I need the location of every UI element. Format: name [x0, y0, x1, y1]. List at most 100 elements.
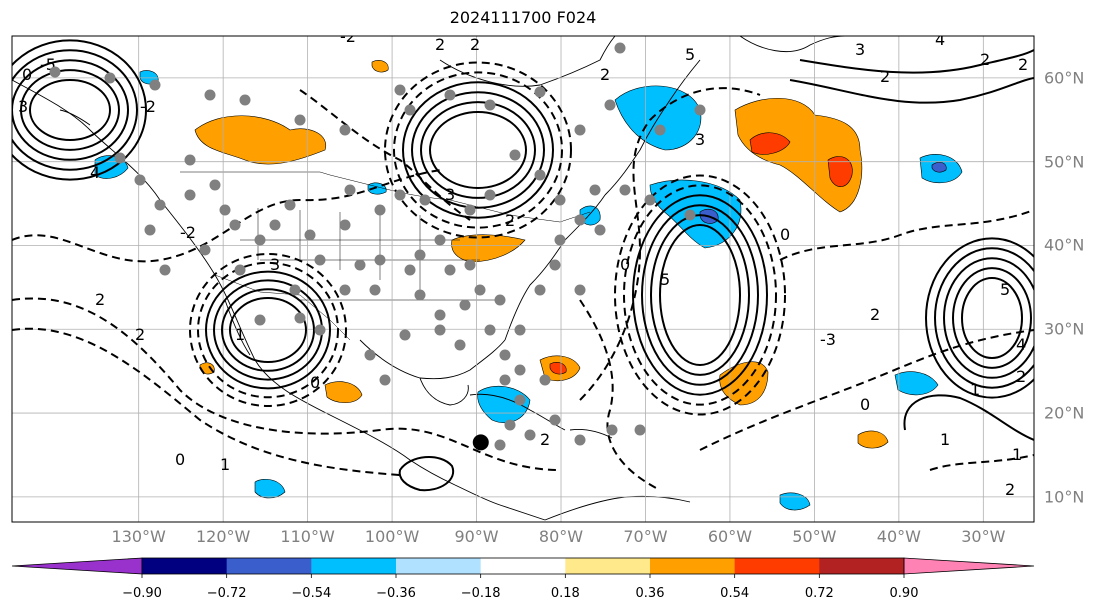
longitude-label: 100°W — [364, 527, 420, 546]
station-dot — [434, 234, 446, 246]
longitude-label: 90°W — [454, 527, 499, 546]
svg-text:2: 2 — [435, 35, 445, 54]
shade-blue-atlantic-north — [649, 179, 742, 249]
station-dot — [394, 84, 406, 96]
contour-line — [402, 81, 554, 219]
svg-text:0: 0 — [310, 373, 320, 392]
station-dot — [254, 314, 266, 326]
contour-ring-central — [384, 61, 572, 239]
colorbar-segment — [396, 558, 482, 574]
station-dot — [464, 204, 476, 216]
svg-text:2: 2 — [540, 430, 550, 449]
station-dot — [514, 364, 526, 376]
station-dot — [509, 149, 521, 161]
svg-text:4: 4 — [935, 30, 945, 49]
contour-line — [12, 49, 138, 171]
contour-line — [614, 174, 786, 416]
contour-line — [925, 237, 1034, 399]
svg-text:4: 4 — [1016, 335, 1026, 354]
contour-line — [229, 297, 307, 363]
station-dot — [404, 104, 416, 116]
svg-text:-3: -3 — [820, 330, 836, 349]
station-dot — [209, 179, 221, 191]
svg-text:2: 2 — [1018, 55, 1028, 74]
contour-dashed-east-tropic — [929, 454, 1034, 471]
station-dot — [394, 189, 406, 201]
station-dot — [524, 429, 536, 441]
station-dot — [534, 86, 546, 98]
contour-ring-high-west — [189, 253, 347, 407]
latitude-label: 60°N — [1044, 68, 1085, 88]
contour-small-low-central-america — [398, 455, 455, 492]
svg-text:2: 2 — [980, 50, 990, 69]
station-dot — [694, 104, 706, 116]
latitude-label: 50°N — [1044, 152, 1085, 172]
map-frame — [11, 35, 1035, 523]
station-dot — [589, 184, 601, 196]
contour-wave-atlantic-1 — [579, 87, 761, 401]
colorbar-tick-label: −0.18 — [460, 586, 501, 601]
colorbar-segment — [226, 558, 312, 574]
contour-line — [641, 204, 759, 386]
colorbar-extend-low — [11, 557, 143, 575]
station-dot — [444, 89, 456, 101]
station-dot — [229, 219, 241, 231]
station-dot — [484, 99, 496, 111]
station-dot — [606, 424, 618, 436]
station-dot — [364, 349, 376, 361]
station-dot — [404, 264, 416, 276]
svg-text:5: 5 — [660, 270, 670, 289]
svg-text:2: 2 — [470, 35, 480, 54]
station-dot — [204, 89, 216, 101]
station-dot — [304, 229, 316, 241]
station-dot — [379, 374, 391, 386]
colorbar-segment — [650, 558, 736, 574]
contour-line — [420, 101, 536, 199]
contour-ring-east — [925, 237, 1034, 399]
station-dot — [534, 284, 546, 296]
shade-orange-east — [857, 430, 889, 449]
longitude-label: 120°W — [195, 527, 251, 546]
colorbar-tick-label: 0.18 — [550, 586, 580, 601]
station-dot — [464, 259, 476, 271]
station-dot — [684, 209, 696, 221]
svg-text:2: 2 — [870, 305, 880, 324]
station-dot — [514, 324, 526, 336]
contour-line — [29, 79, 111, 141]
colorbar-tick-label: −0.72 — [206, 586, 247, 601]
colorbar-tick-label: 0.54 — [720, 586, 750, 601]
station-dot — [354, 259, 366, 271]
contour-line — [221, 288, 315, 372]
station-dot — [374, 254, 386, 266]
svg-text:3: 3 — [855, 40, 865, 59]
colorbar-segment — [480, 558, 566, 574]
contour-wave-canada — [299, 89, 471, 221]
location-marker — [472, 434, 489, 451]
contour-line — [411, 91, 545, 209]
colorbar-tick-label: 0.90 — [889, 586, 919, 601]
station-dot — [534, 169, 546, 181]
contour-line — [12, 39, 147, 181]
station-dot — [234, 264, 246, 276]
contour-line — [934, 247, 1034, 389]
station-dot — [454, 339, 466, 351]
latitude-label: 20°N — [1044, 403, 1085, 423]
map-title: 2024111700 F024 — [449, 8, 597, 27]
svg-text:1: 1 — [970, 380, 980, 399]
station-dot — [149, 79, 161, 91]
contour-wave-north — [12, 169, 441, 263]
shade-blue-tropic-east — [894, 371, 939, 396]
border-us-canada — [180, 171, 591, 223]
longitude-label: 110°W — [280, 527, 335, 546]
station-dot — [574, 124, 586, 136]
border-us-mexico — [214, 274, 351, 341]
longitude-label: 30°W — [961, 527, 1006, 546]
station-dot — [504, 419, 516, 431]
svg-text:2: 2 — [880, 67, 890, 86]
svg-text:0: 0 — [175, 450, 185, 469]
coast-canada-east — [604, 59, 701, 196]
contour-line — [20, 69, 120, 151]
contour-line — [632, 194, 768, 396]
station-dot — [339, 219, 351, 231]
station-dot — [219, 204, 231, 216]
